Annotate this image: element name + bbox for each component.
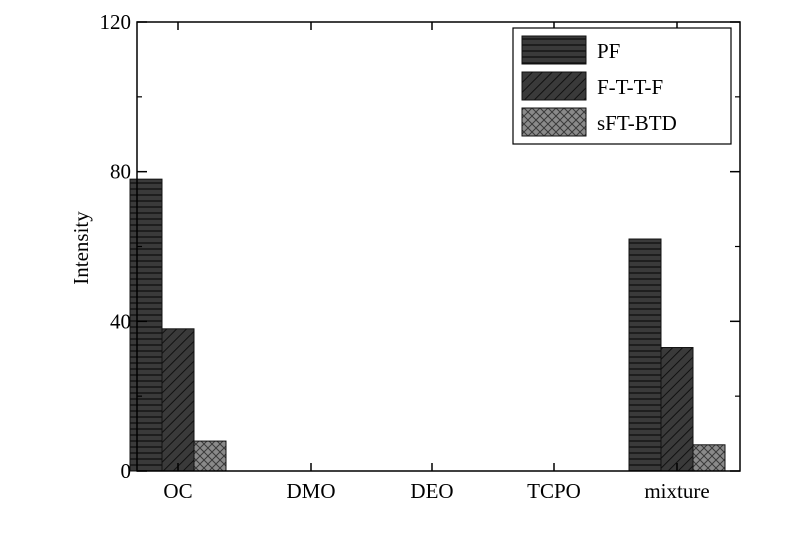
x-category-label: TCPO [527, 479, 581, 503]
y-tick-label: 120 [100, 10, 132, 34]
bar-pf-mixture [628, 238, 662, 472]
y-tick-label: 80 [110, 160, 131, 184]
y-tick-label: 0 [121, 459, 132, 483]
bar-f-t-t-f-mixture [660, 347, 694, 472]
legend: PF F-T-T-F sFT-BTD [512, 27, 732, 145]
legend-label-f-t-t-f: F-T-T-F [597, 75, 663, 99]
bar-sft-btd-oc [193, 440, 227, 472]
plot-area: 0 40 80 120 OC DMO DEO TCPO mixture [100, 10, 741, 503]
bar-sft-btd-mixture [692, 444, 726, 472]
bar-pf-oc [129, 178, 163, 472]
bar-f-t-t-f-oc [161, 328, 195, 472]
legend-label-sft-btd: sFT-BTD [597, 111, 677, 135]
legend-swatch-f-t-t-f [521, 71, 587, 101]
x-category-label: mixture [644, 479, 709, 503]
x-category-label: DMO [286, 479, 335, 503]
legend-swatch-pf [521, 35, 587, 65]
legend-label-pf: PF [597, 39, 620, 63]
y-axis-title: Intensity [69, 211, 93, 285]
y-tick-label: 40 [110, 309, 131, 333]
x-category-label: OC [163, 479, 192, 503]
legend-swatch-sft-btd [521, 107, 587, 137]
x-category-label: DEO [410, 479, 453, 503]
